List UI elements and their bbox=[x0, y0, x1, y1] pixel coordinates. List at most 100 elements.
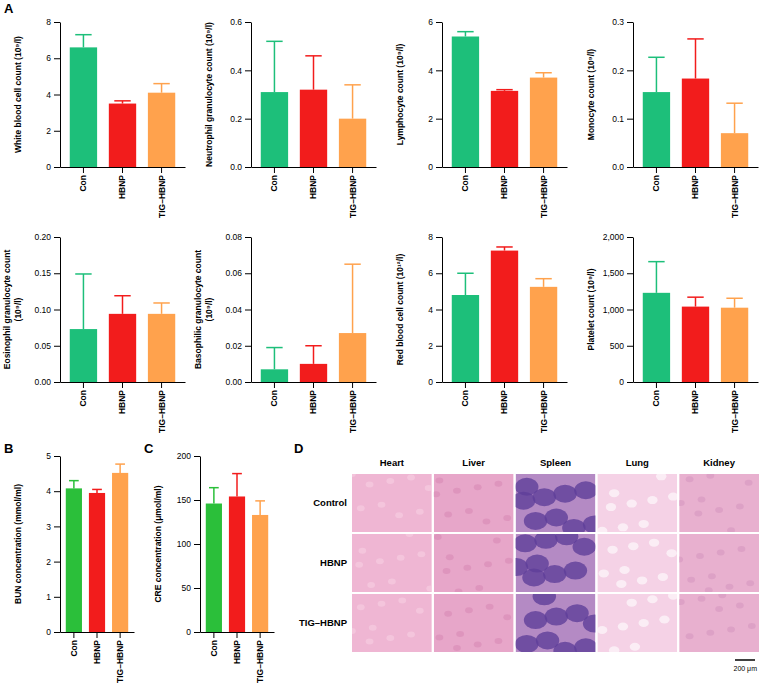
x-tick-mark bbox=[465, 382, 466, 388]
y-tick: 0.00 bbox=[225, 377, 251, 387]
error-cap bbox=[75, 273, 91, 275]
error-cap bbox=[457, 31, 473, 33]
y-tick-mark bbox=[194, 632, 200, 633]
bar bbox=[148, 314, 175, 382]
y-tick-label: 1,500 bbox=[603, 268, 625, 278]
y-axis-title: Neutrophil granulocyte count (10⁹/l) bbox=[204, 22, 214, 167]
plot-marks bbox=[452, 32, 557, 167]
scale-bar-label: 200 μm bbox=[734, 665, 758, 673]
x-tick-label: TIG–HBNP bbox=[255, 640, 265, 683]
y-tick-mark bbox=[627, 310, 633, 311]
image-texture bbox=[446, 554, 454, 560]
panel-letter: A bbox=[4, 1, 14, 16]
x-tick: TIG–HBNP bbox=[255, 632, 265, 683]
y-tick-label: 3 bbox=[46, 522, 51, 532]
histology-image bbox=[679, 594, 759, 652]
bar bbox=[252, 515, 268, 632]
x-axis: ConHBNPTIG–HBNP bbox=[61, 632, 135, 683]
y-tick-label: 1,000 bbox=[603, 305, 625, 315]
y-axis-title-line: (10⁹/l) bbox=[204, 297, 214, 321]
error-bar bbox=[161, 303, 163, 314]
image-texture bbox=[687, 577, 695, 583]
y-tick-label: 500 bbox=[610, 341, 624, 351]
image-texture bbox=[666, 549, 676, 557]
image-texture bbox=[609, 646, 619, 652]
x-tick: Con bbox=[78, 167, 88, 192]
y-tick-label: 0.00 bbox=[225, 377, 242, 387]
y-axis-line bbox=[442, 238, 443, 383]
x-tick-label: HBNP bbox=[499, 175, 509, 199]
x-tick-label: HBNP bbox=[690, 390, 700, 414]
y-axis-title-line: BUN concentration (mmol/ml) bbox=[13, 484, 23, 604]
y-tick: 1,000 bbox=[603, 305, 633, 315]
y-tick-label: 4 bbox=[46, 486, 51, 496]
y-tick: 2 bbox=[46, 126, 60, 136]
y-tick-mark bbox=[245, 382, 251, 383]
y-tick-mark bbox=[54, 58, 60, 59]
image-texture bbox=[358, 548, 366, 554]
image-ground bbox=[679, 594, 759, 652]
image-texture bbox=[366, 481, 374, 487]
image-texture bbox=[745, 480, 753, 486]
x-tick-label: HBNP bbox=[117, 390, 127, 414]
bar-chart: 050100150200ConHBNPTIG–HBNPCRE concentra… bbox=[153, 451, 275, 683]
y-tick-label: 0.05 bbox=[34, 341, 51, 351]
error-bar bbox=[656, 262, 658, 293]
y-axis-title-line: Red blood cell count (10¹²/l) bbox=[395, 254, 405, 366]
y-tick: 0.1 bbox=[612, 114, 633, 124]
image-texture bbox=[696, 553, 704, 559]
histology-image bbox=[679, 474, 759, 532]
y-tick: 6 bbox=[46, 53, 60, 63]
y-tick: 0.10 bbox=[34, 305, 60, 315]
y-tick: 8 bbox=[46, 17, 60, 27]
x-tick-mark bbox=[122, 382, 123, 388]
x-axis: ConHBNPTIG–HBNP bbox=[61, 167, 186, 218]
bar bbox=[300, 364, 327, 382]
image-texture bbox=[562, 519, 585, 532]
bar bbox=[109, 314, 136, 382]
x-tick: TIG–HBNP bbox=[348, 167, 358, 218]
image-texture bbox=[516, 534, 537, 552]
error-cap bbox=[114, 100, 130, 102]
y-axis: 0.00.10.20.3 bbox=[612, 17, 633, 172]
x-tick-mark bbox=[161, 167, 162, 173]
image-texture bbox=[463, 565, 471, 571]
y-tick-label: 0 bbox=[619, 377, 624, 387]
y-axis-line bbox=[200, 457, 201, 633]
image-texture bbox=[453, 488, 461, 494]
bar-chart: 02468ConHBNPTIG–HBNPRed blood cell count… bbox=[395, 232, 568, 433]
image-texture bbox=[465, 508, 473, 514]
x-axis: ConHBNPTIG–HBNP bbox=[252, 382, 377, 433]
x-tick: TIG–HBNP bbox=[157, 382, 167, 433]
plot-marks bbox=[643, 39, 748, 167]
y-axis: 02468 bbox=[428, 232, 442, 387]
y-axis-title-line: Neutrophil granulocyte count (10⁹/l) bbox=[204, 22, 214, 167]
plot-marks bbox=[70, 274, 175, 382]
image-texture bbox=[698, 497, 706, 503]
x-tick-label: HBNP bbox=[499, 390, 509, 414]
y-tick-label: 0.06 bbox=[225, 268, 242, 278]
x-tick: Con bbox=[651, 167, 661, 192]
image-texture bbox=[435, 635, 443, 641]
image-texture bbox=[444, 611, 452, 617]
row-label: HBNP bbox=[320, 557, 348, 568]
bar bbox=[682, 79, 709, 167]
x-tick: HBNP bbox=[690, 382, 700, 414]
y-tick-label: 0.04 bbox=[225, 305, 242, 315]
y-tick: 6 bbox=[428, 268, 442, 278]
y-tick-mark bbox=[245, 273, 251, 274]
x-tick-label: TIG–HBNP bbox=[157, 175, 167, 218]
image-texture bbox=[369, 625, 377, 631]
error-cap bbox=[92, 489, 102, 491]
image-texture bbox=[706, 630, 714, 636]
image-texture bbox=[738, 546, 746, 552]
x-tick-mark bbox=[695, 382, 696, 388]
image-texture bbox=[516, 492, 536, 510]
bar bbox=[452, 295, 479, 382]
y-tick-label: 4 bbox=[428, 305, 433, 315]
y-axis-line bbox=[60, 457, 61, 633]
y-tick-label: 4 bbox=[46, 90, 51, 100]
y-axis: 012345 bbox=[46, 451, 60, 637]
image-texture bbox=[474, 484, 482, 490]
histology-image bbox=[597, 474, 677, 532]
